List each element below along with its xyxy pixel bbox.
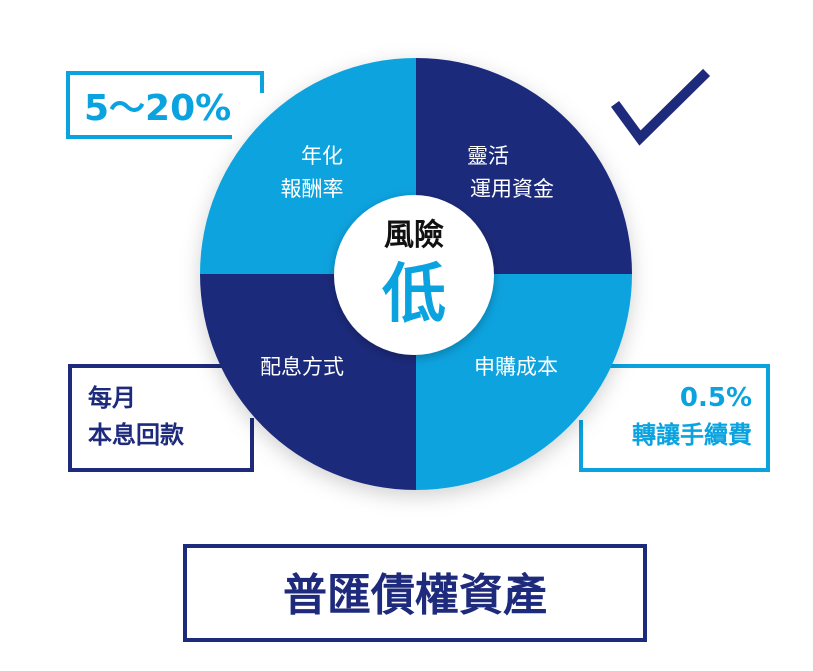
center-risk-label: 風險 (384, 218, 444, 253)
callout-annual-return-frame (66, 71, 264, 139)
quadrant-bottom-right-label: 申購成本 (474, 355, 558, 379)
page-title: 普匯債權資產 (283, 570, 547, 621)
center-risk-level: 低 (382, 258, 446, 332)
callout-monthly-repayment-frame (68, 364, 254, 472)
callout-transfer-fee-frame (579, 364, 770, 472)
title-frame (183, 544, 647, 642)
quadrant-top-left-line1: 年化 (301, 144, 343, 168)
callout-monthly-repayment: 每月 本息回款 (68, 364, 254, 472)
quadrant-top-right-line2: 運用資金 (470, 177, 554, 201)
callout-transfer-fee-label: 轉讓手續費 (632, 421, 752, 449)
quadrant-bottom-left-label: 配息方式 (260, 355, 344, 379)
quadrant-top-left-line2: 報酬率 (281, 177, 344, 201)
checkmark-icon (611, 68, 711, 146)
callout-annual-return-value: 5～20% (84, 88, 231, 129)
quadrant-top-right-line1: 靈活 (467, 144, 509, 168)
center-circle (334, 195, 494, 355)
callout-annual-return: 5～20% (66, 71, 264, 139)
title-box: 普匯債權資產 (183, 544, 647, 642)
callout-monthly-repayment-line1: 每月 (88, 384, 136, 412)
callout-transfer-fee: 0.5% 轉讓手續費 (579, 364, 770, 472)
callout-monthly-repayment-line2: 本息回款 (88, 421, 185, 449)
callout-transfer-fee-value: 0.5% (680, 383, 752, 413)
